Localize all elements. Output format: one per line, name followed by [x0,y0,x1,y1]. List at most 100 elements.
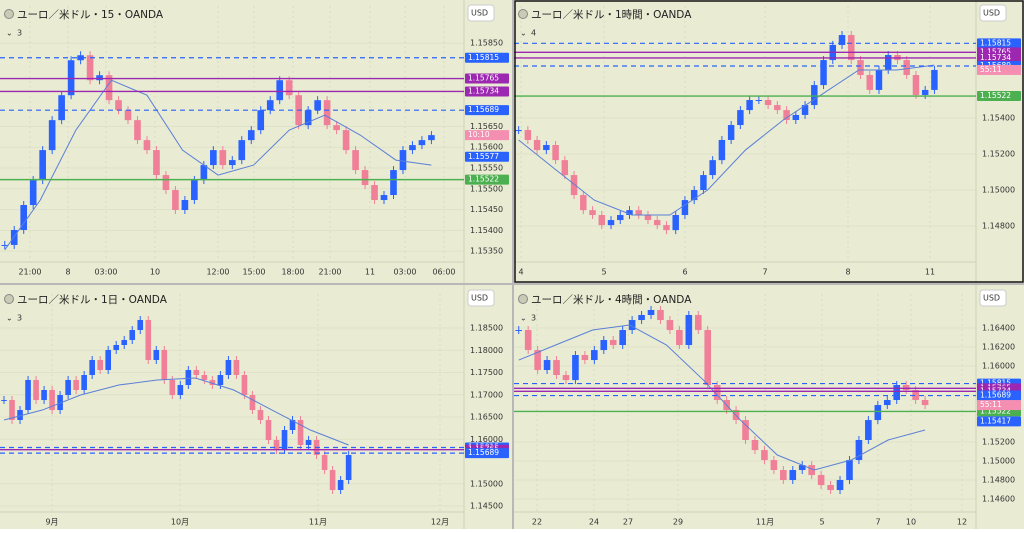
y-tick-label: 1.15000 [982,456,1015,465]
candle [337,479,344,491]
indicator-toggle: ⌄ [6,314,13,323]
candle [228,160,236,166]
candle [81,374,87,390]
candle [534,350,541,371]
candle [20,205,28,230]
currency-label: USD [471,9,488,18]
candle [903,60,910,75]
candle [727,125,735,140]
candle [289,419,296,431]
candle [67,60,75,96]
candle [105,349,112,371]
candle [1,400,7,402]
candle [609,339,617,346]
candle [598,215,606,226]
candle [690,190,698,201]
moving-average [518,324,926,471]
candle [201,374,208,380]
candle [912,74,920,95]
candle [848,35,855,61]
price-tag [465,52,509,63]
price-tag [465,174,509,185]
candle [820,60,827,86]
candle [817,475,825,486]
candle [718,139,726,161]
candle [570,175,578,196]
candle [553,360,560,376]
currency-label: USD [983,9,1000,18]
candle [97,359,103,371]
candle [145,319,152,360]
x-tick-label: 03:00 [94,268,117,277]
candle [33,379,39,401]
candle [589,210,596,216]
candle [380,195,388,201]
candle [409,145,416,151]
candle [25,379,31,411]
candle [533,139,541,151]
candle [792,114,800,120]
indicator-count: 3 [531,314,536,323]
countdown-tag [977,64,1021,75]
chart-title: ユーロ／米ドル・1日・OANDA [17,293,168,306]
candle [89,359,95,375]
candle [893,385,901,401]
candle [257,410,264,420]
candle [247,130,255,141]
candle [58,95,65,121]
candle [200,165,208,181]
y-tick-label: 1.16400 [982,324,1015,333]
candle [48,120,56,151]
candle [921,89,929,95]
candle [607,220,615,226]
candle [191,180,198,201]
candle [177,385,184,396]
pane-bg [0,0,512,283]
y-tick-label: 1.15500 [470,184,503,193]
moving-average [4,79,432,251]
price-axis [464,0,512,283]
candle [86,55,94,81]
candle [273,440,280,450]
candle [855,440,863,461]
candle [342,130,350,151]
candle [580,195,587,211]
candle [644,215,652,221]
x-tick-label: 11 [365,268,375,277]
y-tick-label: 1.15450 [470,205,503,214]
candle [783,110,790,120]
symbol-icon [518,9,528,19]
y-tick-label: 1.15850 [470,39,503,48]
candle [774,105,781,111]
currency-label: USD [471,294,488,303]
candle [751,440,759,451]
price-tag-label: 1.15765 [468,74,499,83]
symbol-icon [518,294,528,304]
indicator-count: 3 [17,314,22,323]
indicator-count: 4 [531,29,536,38]
price-tag-label: 1.15522 [468,175,499,184]
price-tag-label: 1.15689 [468,105,499,114]
x-tick-label: 10 [150,268,160,277]
candle [153,349,160,360]
candle [297,419,304,446]
candle [600,339,608,351]
candle [931,69,938,90]
y-tick-label: 1.15000 [982,186,1015,195]
price-tag [977,390,1021,401]
candle [241,374,248,396]
candle [321,455,328,471]
x-tick-label: 5 [819,518,824,527]
candle [846,460,853,480]
chart-title: ユーロ／米ドル・1時間・OANDA [531,8,692,21]
candle [761,450,768,461]
candle [866,74,873,90]
x-tick-label: 11月 [756,518,774,527]
candle [836,479,844,491]
currency-label: USD [983,294,1000,303]
y-tick-label: 1.16000 [982,362,1015,371]
price-tag-label: 1.15815 [980,379,1011,388]
indicator-toggle: ⌄ [6,29,13,38]
countdown-label: 55:11 [980,65,1002,74]
price-tag-label: 1.15577 [468,152,499,161]
